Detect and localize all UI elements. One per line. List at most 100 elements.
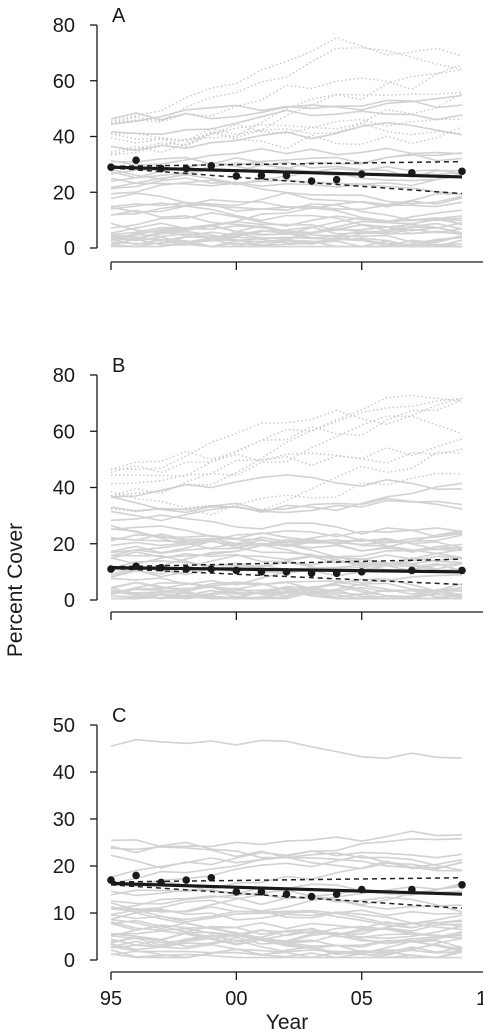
y-tick-label: 40 [53,762,75,784]
data-point [232,888,241,896]
background-lines [110,738,463,959]
y-tick-label: 30 [53,809,75,831]
background-dotted-line [110,397,463,497]
background-line [110,555,463,578]
panel-letter: A [112,5,126,27]
background-line [110,514,463,538]
background-line [110,587,463,600]
background-line [110,940,463,959]
background-line [110,860,463,897]
background-line [110,209,463,229]
x-axis-title: Year [266,1011,308,1034]
data-point [182,565,191,573]
background-dotted-line [110,438,463,497]
background-line [110,937,463,955]
data-point [408,168,416,177]
background-line [110,537,463,572]
background-line [110,198,463,216]
data-point [408,885,416,894]
background-dotted-line [110,399,463,470]
ci-lower-line [110,167,463,195]
data-point [282,171,291,180]
ci-upper-line [110,558,463,568]
background-line [110,946,462,959]
background-dotted-line [110,118,463,156]
data-point [357,568,366,576]
data-point [282,568,291,576]
background-line [110,474,463,498]
background-line [110,899,463,919]
panel-a: 0 20 40 60 80 A [53,5,483,270]
y-tick-label: 50 [53,715,75,737]
background-dotted-line [110,394,463,477]
background-line [110,532,463,557]
background-line [110,943,463,959]
background-dotted-line [110,451,463,511]
data-point [182,164,191,173]
background-line [110,928,463,947]
panel-c: 0 10 20 30 40 50 95 00 05 10 C [53,705,483,1010]
data-point [232,172,241,180]
background-line [110,918,463,952]
background-line [110,177,463,195]
trend-line [110,881,463,896]
data-point [357,170,366,178]
background-line [110,237,462,248]
background-dotted-line [110,397,463,471]
data-point [307,892,316,901]
background-line [110,841,463,872]
background-line [110,830,463,851]
y-tick-label: 80 [53,15,75,37]
background-line [110,497,463,512]
panel-b: 0 20 40 60 80 B [53,355,483,620]
background-dotted-line [110,448,463,474]
data-point [282,890,291,898]
data-point [132,156,140,164]
background-line [110,738,463,760]
background-dotted-line [110,69,463,156]
data-point [107,565,115,573]
background-line [110,919,463,933]
y-tick-label: 20 [53,856,75,878]
background-line [110,582,463,598]
background-dotted-line [110,472,463,516]
background-lines [110,36,463,248]
data-point [458,566,466,575]
background-line [110,147,463,166]
background-line [110,538,463,559]
data-point [182,876,191,884]
y-tick-label: 80 [53,365,75,387]
background-line [110,909,463,929]
background-line [110,202,463,232]
data-point [307,569,316,578]
background-line [110,121,463,152]
ci-upper-line [110,877,463,883]
background-line [110,496,463,514]
background-line [110,578,463,598]
data-point [107,876,115,884]
y-tick-label: 0 [64,590,75,612]
y-tick-label: 20 [53,534,75,556]
data-point [107,163,115,171]
background-lines [110,394,463,600]
data-point [207,161,216,170]
y-tick-label: 60 [53,71,75,93]
background-dotted-line [110,122,463,144]
background-line [110,574,463,595]
y-tick-label: 40 [53,478,75,500]
x-tick-label: 00 [225,988,247,1010]
y-tick-label: 0 [64,238,75,260]
background-dotted-line [110,47,463,124]
data-point [332,175,341,184]
background-line [110,854,463,888]
data-point [458,167,466,176]
data-point [257,568,266,576]
data-point [257,888,266,896]
background-dotted-line [110,91,463,154]
background-line [110,230,462,248]
background-line [110,216,463,236]
background-line [110,156,463,182]
background-line [110,109,463,136]
data-point [207,873,216,882]
